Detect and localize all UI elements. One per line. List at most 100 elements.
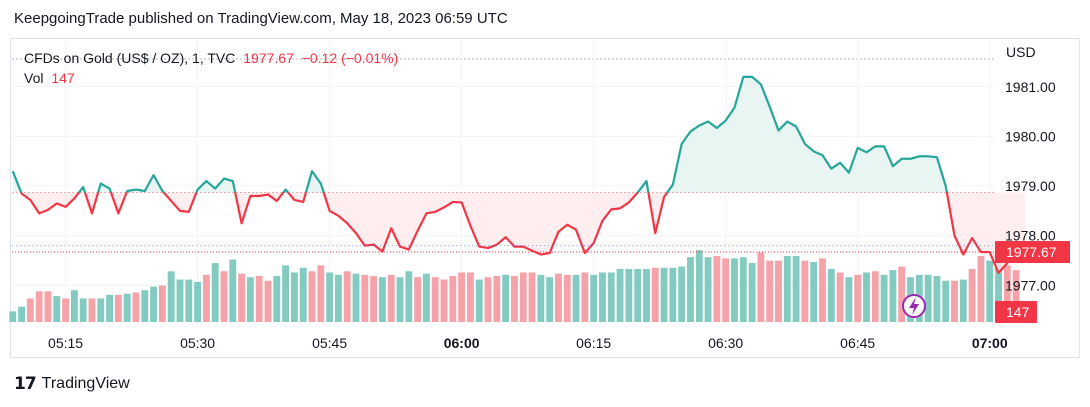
volume-bar	[695, 250, 703, 322]
volume-bar	[511, 276, 518, 322]
lightning-icon[interactable]	[902, 294, 926, 318]
volume-bar	[827, 268, 835, 322]
volume-bar	[977, 255, 985, 322]
volume-bar	[255, 276, 263, 322]
volume-bar	[678, 266, 686, 322]
x-tick-label: 07:00	[972, 335, 1008, 351]
y-tick-label: 1978.00	[1005, 228, 1056, 244]
volume-bar	[484, 277, 492, 322]
volume-bar	[669, 267, 677, 322]
volume-bar	[880, 274, 888, 322]
volume-bar	[607, 272, 615, 322]
volume-row: Vol 147	[24, 68, 402, 88]
volume-bar	[97, 298, 105, 322]
volume-bar	[660, 267, 668, 322]
volume-bar	[343, 271, 351, 322]
x-tick-label: 05:30	[180, 335, 215, 351]
volume-bar	[308, 271, 316, 322]
volume-bar	[396, 277, 404, 322]
volume-bar	[616, 268, 624, 322]
volume-bar	[581, 272, 589, 322]
volume-bar	[414, 277, 422, 322]
volume-bar	[968, 268, 976, 322]
volume-bar	[599, 272, 606, 322]
volume-bar	[370, 276, 378, 322]
last-price-tag	[995, 241, 1070, 264]
volume-bar	[863, 272, 870, 322]
volume-bar	[158, 285, 166, 322]
volume-bar	[836, 272, 844, 322]
volume-bar	[106, 294, 114, 322]
symbol-row: CFDs on Gold (US$ / OZ), 1, TVC 1977.67 …	[24, 48, 402, 68]
volume-bar	[546, 277, 554, 322]
volume-bar	[854, 274, 862, 322]
volume-bar	[898, 266, 906, 322]
volume-bar	[282, 265, 290, 322]
volume-bar	[334, 274, 342, 322]
volume-bar	[951, 280, 958, 322]
volume-bar	[326, 272, 334, 322]
volume-bar	[246, 277, 254, 322]
volume-bar	[202, 274, 210, 322]
y-tick-label: 1981.00	[1005, 79, 1056, 95]
y-tick-label: 1977.00	[1005, 277, 1056, 293]
brand-name: TradingView	[41, 375, 130, 392]
volume-bar	[299, 267, 307, 322]
area-below-baseline	[12, 192, 1025, 273]
price-line-up	[11, 75, 948, 193]
volume-bar	[422, 273, 430, 322]
volume-bar	[9, 311, 17, 322]
volume-bar	[361, 274, 369, 322]
volume-bar	[924, 274, 932, 322]
y-tick-label: 1980.00	[1005, 128, 1056, 144]
x-tick-label: 06:15	[576, 335, 611, 351]
volume-bar	[502, 274, 510, 322]
volume-tag-label: 147	[1006, 304, 1030, 320]
volume-bar	[123, 293, 131, 322]
volume-bar	[176, 279, 184, 322]
x-tick-label: 05:15	[48, 335, 83, 351]
volume-bar	[273, 276, 281, 322]
volume-bar	[167, 271, 175, 322]
volume-bar	[748, 263, 756, 322]
tradingview-logo[interactable]: 17 TradingView	[14, 374, 130, 394]
volume-bar	[238, 273, 246, 322]
volume-bar	[704, 257, 712, 322]
volume-bar	[194, 281, 202, 322]
volume-bar	[1012, 270, 1020, 322]
volume-bar	[18, 306, 25, 322]
chart-frame	[10, 38, 1080, 358]
volume-bar	[132, 292, 140, 322]
volume-bar	[53, 296, 61, 322]
volume-bar	[264, 280, 272, 322]
volume-bar	[1003, 265, 1011, 322]
volume-bar	[79, 298, 87, 322]
volume-bar	[475, 279, 483, 322]
volume-bar	[387, 274, 395, 322]
volume-bar	[141, 290, 149, 322]
volume-bar	[440, 279, 448, 322]
volume-bar	[290, 272, 298, 322]
price-line-down	[19, 192, 1026, 274]
volume-label: Vol	[24, 70, 44, 86]
volume-bar	[62, 298, 70, 322]
publish-header: KeepgoingTrade published on TradingView.…	[14, 10, 508, 27]
volume-bar	[317, 265, 325, 322]
volume-bar	[431, 277, 439, 322]
currency-label: USD	[1006, 44, 1036, 60]
volume-bar	[959, 279, 967, 322]
volume-bar	[634, 268, 642, 322]
x-tick-label: 06:00	[444, 335, 480, 351]
x-tick-label: 06:30	[708, 335, 743, 351]
symbol-label: CFDs on Gold (US$ / OZ), 1, TVC	[24, 50, 236, 66]
volume-bar	[220, 271, 228, 322]
volume-bar	[889, 270, 897, 322]
volume-bar	[942, 280, 950, 322]
volume-bar	[229, 259, 237, 322]
volume-bar	[572, 274, 580, 322]
volume-bar	[651, 267, 659, 322]
volume-bar	[352, 273, 360, 322]
volume-bar	[819, 258, 826, 322]
price-change: −0.12 (−0.01%)	[301, 50, 399, 66]
